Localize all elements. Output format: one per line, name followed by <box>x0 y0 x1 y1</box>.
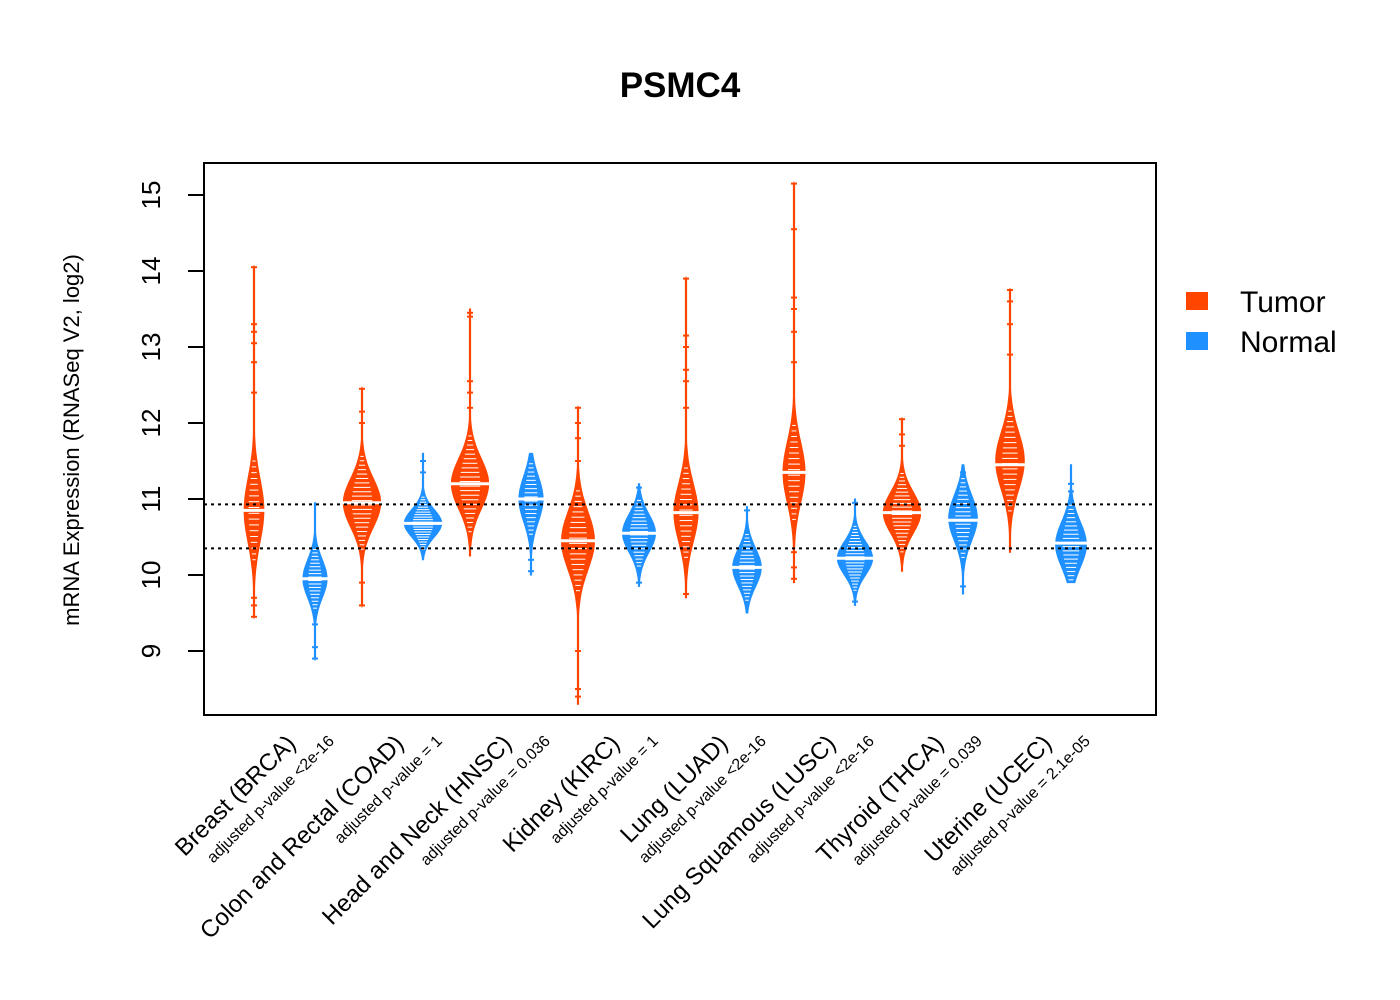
bean-tumor-5 <box>781 181 807 584</box>
y-tick-label: 15 <box>136 181 166 210</box>
bean-tumor-3-density <box>560 407 596 705</box>
bean-tumor-1 <box>341 386 383 608</box>
bean-normal-2-density <box>518 452 544 576</box>
bean-normal-4-density <box>732 506 762 614</box>
bean-normal-1 <box>402 452 444 561</box>
y-tick-label: 13 <box>136 333 166 362</box>
y-tick-label: 12 <box>136 409 166 438</box>
legend-label-tumor: Tumor <box>1240 286 1326 319</box>
bean-normal-4 <box>730 506 764 614</box>
y-axis-label: mRNA Expression (RNASeq V2, log2) <box>59 254 84 626</box>
bean-tumor-0 <box>242 265 266 619</box>
chart-title: PSMC4 <box>620 66 741 105</box>
bean-tumor-2-density <box>450 308 490 557</box>
legend-label-normal: Normal <box>1240 326 1337 359</box>
bean-normal-5 <box>835 498 875 606</box>
legend-swatch-normal <box>1186 332 1208 350</box>
bean-tumor-0-density <box>243 266 265 618</box>
y-tick-label: 9 <box>136 644 166 658</box>
bean-normal-7 <box>1053 464 1089 584</box>
x-axis: Breast (BRCA)adjusted p-value <2e-16Colo… <box>170 730 1094 944</box>
bean-tumor-4 <box>671 276 701 599</box>
plot-area <box>242 181 1089 705</box>
bean-normal-2 <box>516 452 546 576</box>
bean-normal-5-density <box>836 498 874 606</box>
bean-normal-6-density <box>948 464 978 595</box>
reference-lines <box>204 503 1156 550</box>
y-tick-label: 10 <box>136 561 166 590</box>
bean-normal-1-density <box>403 452 443 561</box>
y-axis: 9 10 11 12 13 14 15 <box>136 181 204 658</box>
bean-normal-3 <box>620 483 658 587</box>
y-tick-label: 14 <box>136 257 166 286</box>
legend: Tumor Normal <box>1186 286 1337 359</box>
bean-tumor-3 <box>559 405 597 705</box>
bean-tumor-7-density <box>995 289 1025 553</box>
bean-tumor-2 <box>449 308 491 557</box>
bean-tumor-6 <box>881 417 923 572</box>
plot-frame <box>203 162 1157 716</box>
bean-normal-6 <box>946 464 980 595</box>
y-axis-label-group: mRNA Expression (RNASeq V2, log2) <box>59 254 84 626</box>
bean-tumor-7 <box>993 288 1027 553</box>
legend-swatch-tumor <box>1186 292 1208 310</box>
y-tick-label: 11 <box>136 486 166 513</box>
bean-tumor-4-density <box>673 278 699 599</box>
bean-normal-0 <box>300 502 330 661</box>
bean-tumor-5-density <box>782 183 806 584</box>
